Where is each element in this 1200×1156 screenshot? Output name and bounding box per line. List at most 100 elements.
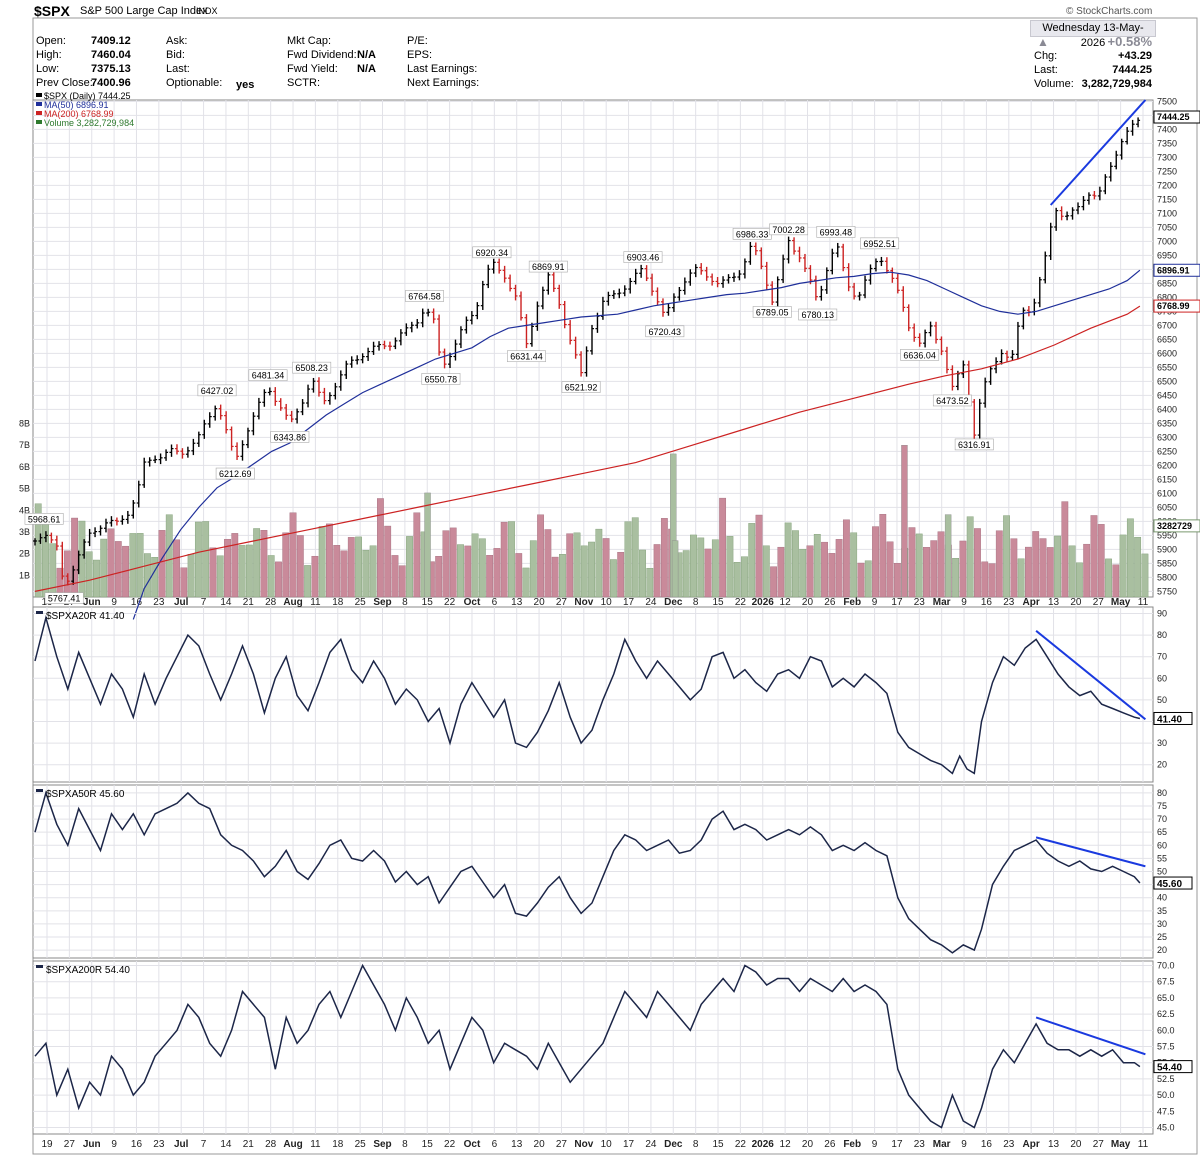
price-annotation: 6720.43 [649,327,682,337]
volume-bar [180,567,188,598]
volume-bar [318,526,326,598]
volume-bar [362,550,370,598]
volume-bar [85,551,93,598]
x-tick-label: 11 [1138,1139,1149,1150]
last-ma200-label: 6768.99 [1157,301,1190,311]
y-tick-label: 80 [1157,788,1167,798]
y-tick-label: 25 [1157,932,1167,942]
volume-bar [194,521,202,598]
price-annotation: 6993.48 [820,227,853,237]
price-annotation: 6903.46 [627,253,660,263]
quote-value: 7400.96 [91,77,131,89]
volume-bar [1003,515,1010,598]
y-tick-label: 70 [1157,814,1167,824]
volume-bar [457,544,464,598]
y-tick-label: 6550 [1157,362,1177,372]
panel-frame [32,606,1154,783]
quote-label: Mkt Cap: [287,35,332,47]
price-annotation-box [248,369,288,382]
volume-bar [682,550,690,598]
y-tick-label: 7150 [1157,194,1177,204]
volume-bar [1119,534,1127,598]
volume-bar [835,539,843,598]
x-tick-label: 23 [153,597,165,608]
volume-bar [711,539,719,598]
volume-bar [1090,515,1098,598]
volume-bar [1068,545,1076,598]
legend-entry: $SPX (Daily) 7444.25 [44,91,131,101]
volume-bar [78,520,86,598]
stockcharts-logo[interactable]: © StockCharts.com [1066,6,1153,17]
volume-bar [1025,546,1032,598]
x-tick-label: 16 [131,1139,143,1150]
y-tick-label: 57.5 [1157,1042,1175,1052]
y-tick-label: 6250 [1157,446,1177,456]
y-tick-label: 30 [1157,738,1167,748]
price-annotation: 6780.13 [801,310,834,320]
x-tick-label: 8 [402,1139,408,1150]
quote-label: P/E: [407,35,428,47]
x-tick-label: 23 [914,597,926,608]
x-tick-label: 15 [712,597,724,608]
volume-bar [449,527,457,598]
x-tick-label: 20 [1070,1139,1082,1150]
x-tick-label: 23 [914,1139,926,1150]
volume-bar [493,548,501,598]
price-annotation-box [645,325,685,338]
volume-bar [813,534,821,598]
last-value-label: 45.60 [1157,879,1182,890]
last-value-box [1153,876,1193,890]
quote-label: Open: [36,35,66,47]
ticker-symbol: $SPX [34,3,70,19]
y-tick-label: 65 [1157,827,1167,837]
price-annotation: 6986.33 [736,229,769,239]
y-tick-label: 6350 [1157,418,1177,428]
volume-bar [231,533,239,598]
x-tick-label: 9 [872,1139,878,1150]
volume-bar [289,512,297,598]
price-annotation-box [752,306,792,318]
volume-bar [1046,547,1054,598]
x-tick-label: 17 [891,597,903,608]
price-annotation-box [561,381,601,393]
quote-label: Prev Close: [36,77,93,89]
x-tick-label: 22 [444,1139,456,1150]
legend-swatch [36,120,42,124]
volume-bar [136,533,144,598]
quote-label: EPS: [407,49,433,61]
volume-bar [1126,518,1134,598]
volume-bar [187,554,195,598]
price-annotation: 7002.28 [772,225,805,235]
x-tick-label: Mar [933,1139,951,1150]
y-tick-label: 40 [1157,893,1167,903]
legend-swatch [36,111,42,115]
y-tick-label: 7100 [1157,208,1177,218]
last-value-box [1153,711,1193,725]
x-tick-label: 7 [201,1139,207,1150]
volume-bar [158,530,166,598]
volume-bar [1075,562,1083,598]
quote-value: +43.29 [1118,50,1152,62]
volume-bar [671,540,679,598]
last-ma50-label: 6896.91 [1157,265,1190,275]
price-annotation-box [44,592,84,604]
x-tick-label: 27 [556,597,568,608]
volume-bar [966,516,974,598]
volume-bar [216,555,224,598]
y-tick-label: 5950 [1157,530,1177,540]
volume-bar [355,536,362,598]
x-tick-label: 20 [1070,597,1082,608]
volume-bar [275,561,282,598]
y-tick-label: 6050 [1157,502,1177,512]
price-annotation: 6508.23 [295,363,328,373]
price-annotation: 6550.78 [425,374,458,384]
volume-bar [1032,531,1040,598]
volume-bar [588,541,595,598]
quote-value: N/A [357,63,376,75]
volume-bar [522,567,530,598]
volume-bar [872,526,879,598]
y-tick-label: 65.0 [1157,993,1175,1003]
x-tick-label: 10 [601,1139,613,1150]
volume-bar [424,492,431,598]
